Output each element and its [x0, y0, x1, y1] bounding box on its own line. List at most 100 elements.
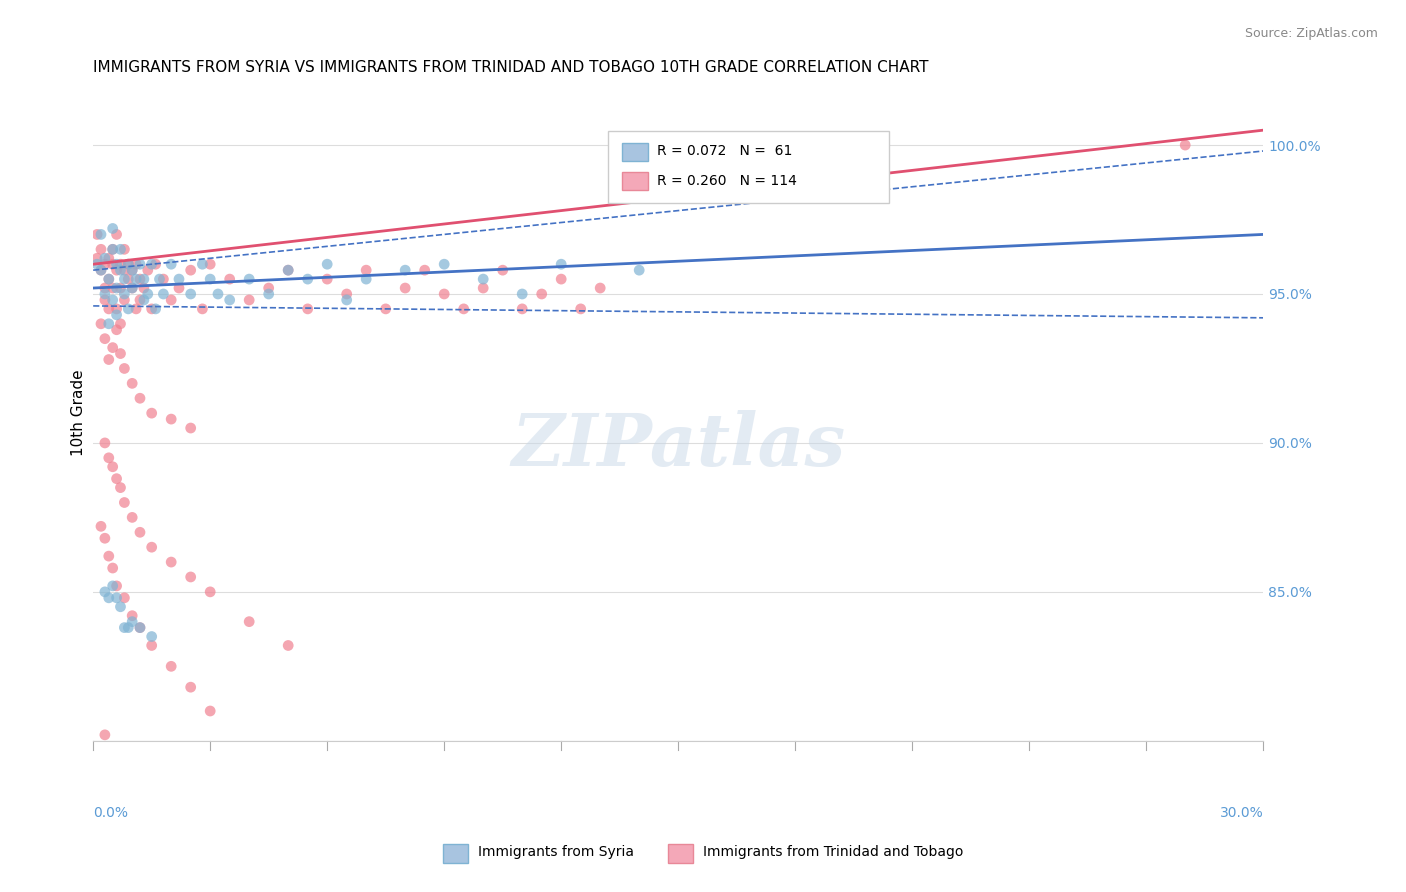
Point [167, 281, 190, 295]
Point [530, 287, 553, 301]
Point [94, 585, 117, 599]
Point [628, 263, 651, 277]
Point [112, 495, 135, 509]
Point [145, 257, 167, 271]
Point [121, 799, 143, 814]
Point [198, 272, 221, 286]
Point [117, 257, 139, 271]
Point [160, 838, 183, 852]
Point [94, 281, 117, 295]
Point [160, 659, 183, 673]
Point [129, 257, 152, 271]
Point [97, 352, 120, 367]
Point [510, 287, 533, 301]
Point [569, 301, 592, 316]
Point [132, 293, 155, 307]
Point [136, 287, 159, 301]
Point [160, 555, 183, 569]
Point [105, 257, 128, 271]
Bar [621, 172, 648, 190]
Point [97, 317, 120, 331]
Point [129, 621, 152, 635]
Point [90, 317, 112, 331]
Point [413, 263, 436, 277]
Point [112, 287, 135, 301]
Point [257, 281, 280, 295]
Point [125, 301, 148, 316]
Point [191, 301, 214, 316]
Point [160, 257, 183, 271]
Point [121, 608, 143, 623]
Point [238, 293, 260, 307]
Point [105, 579, 128, 593]
Point [316, 257, 339, 271]
Point [148, 272, 170, 286]
Point [97, 252, 120, 266]
Point [1174, 138, 1197, 153]
Point [97, 272, 120, 286]
Point [101, 243, 124, 257]
Point [105, 308, 128, 322]
Point [110, 599, 132, 614]
Point [112, 272, 135, 286]
Point [121, 376, 143, 391]
Point [105, 227, 128, 242]
Point [94, 332, 117, 346]
Point [97, 301, 120, 316]
Point [129, 525, 152, 540]
Point [110, 263, 132, 277]
Point [180, 263, 202, 277]
Text: 0.0%: 0.0% [93, 806, 128, 821]
Point [90, 263, 112, 277]
Point [152, 287, 174, 301]
Point [180, 570, 202, 584]
Point [110, 346, 132, 360]
Point [121, 263, 143, 277]
Point [218, 293, 240, 307]
Point [94, 257, 117, 271]
Point [180, 287, 202, 301]
Point [180, 680, 202, 694]
Point [238, 272, 260, 286]
Point [129, 293, 152, 307]
Point [94, 293, 117, 307]
Point [112, 621, 135, 635]
Point [167, 272, 190, 286]
Point [105, 281, 128, 295]
Point [110, 243, 132, 257]
Point [117, 257, 139, 271]
Point [316, 272, 339, 286]
Point [117, 621, 139, 635]
Point [218, 272, 240, 286]
Point [129, 621, 152, 635]
Point [94, 531, 117, 545]
Point [129, 391, 152, 405]
Point [198, 882, 221, 892]
Text: 30.0%: 30.0% [1219, 806, 1263, 821]
Point [510, 301, 533, 316]
Point [112, 243, 135, 257]
Point [394, 263, 416, 277]
Point [97, 591, 120, 605]
Point [394, 281, 416, 295]
FancyBboxPatch shape [607, 131, 889, 203]
Point [94, 287, 117, 301]
Point [492, 263, 515, 277]
Point [86, 257, 108, 271]
Point [94, 436, 117, 450]
Point [101, 221, 124, 235]
Point [101, 579, 124, 593]
Bar [621, 143, 648, 161]
Point [132, 272, 155, 286]
Point [105, 323, 128, 337]
Point [336, 293, 359, 307]
Point [198, 257, 221, 271]
Point [90, 519, 112, 533]
Point [97, 272, 120, 286]
Point [117, 301, 139, 316]
Point [277, 263, 299, 277]
Point [112, 591, 135, 605]
Point [550, 257, 572, 271]
Text: R = 0.072   N =  61: R = 0.072 N = 61 [657, 144, 793, 158]
Point [121, 263, 143, 277]
